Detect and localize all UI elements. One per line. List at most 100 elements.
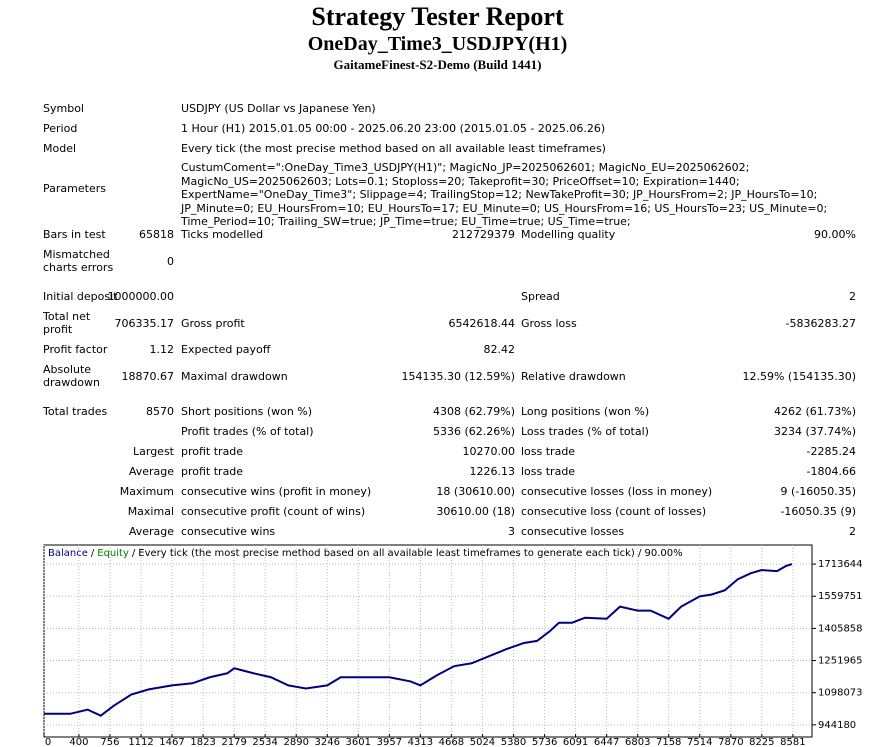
stat-value: 4308 (62.79%): [432, 405, 515, 418]
stat-label: Short positions (won %): [181, 405, 313, 418]
info-label: Symbol: [43, 102, 84, 115]
stat-value: Maximum: [119, 485, 174, 498]
stat-label: Loss trades (% of total): [521, 425, 649, 438]
stat-label: Expected payoff: [181, 343, 271, 356]
stat-label: Long positions (won %): [521, 405, 650, 418]
info-value: USDJPY (US Dollar vs Japanese Yen): [181, 102, 376, 115]
stat-label: consecutive wins (profit in money): [181, 485, 372, 498]
stat-value: 3234 (37.74%): [773, 425, 856, 438]
stat-label: Mismatched charts errors: [43, 248, 114, 274]
x-tick-label: 7870: [718, 737, 743, 747]
info-value: CustumComent=":OneDay_Time3_USDJPY(H1)";…: [181, 161, 828, 228]
stat-value: Average: [128, 465, 174, 478]
report-title: Strategy Tester Report: [311, 2, 564, 31]
stat-label: loss trade: [521, 465, 576, 478]
stat-label: Total trades: [43, 404, 108, 418]
stat-value: 154135.30 (12.59%): [401, 370, 515, 383]
stat-value: 1000000.00: [107, 290, 174, 303]
balance-line: [44, 563, 793, 717]
stat-value: 4262 (61.73%): [773, 405, 856, 418]
stat-label: Bars in test: [43, 227, 106, 241]
server-name: GaitameFinest-S2-Demo (Build 1441): [333, 57, 542, 72]
stat-value: 212729379: [452, 228, 515, 241]
stat-value: Average: [128, 525, 174, 538]
legend-entry: Balance: [48, 548, 88, 559]
stat-label: consecutive wins: [181, 525, 276, 538]
x-tick-label: 4313: [408, 737, 433, 747]
stat-value: -5836283.27: [785, 317, 856, 330]
x-tick-label: 6091: [563, 737, 588, 747]
stat-value: 18 (30610.00): [436, 485, 515, 498]
x-tick-label: 5736: [532, 737, 557, 747]
stat-label: consecutive profit (count of wins): [181, 505, 366, 518]
stat-label: Spread: [521, 290, 560, 303]
stat-value: -2285.24: [806, 445, 856, 458]
x-tick-label: 6447: [594, 737, 619, 747]
stat-value: 18870.67: [121, 370, 175, 383]
stat-value: Largest: [133, 445, 174, 458]
stat-value: 1226.13: [469, 465, 516, 478]
stat-label: Profit trades (% of total): [181, 425, 314, 438]
report-subtitle: OneDay_Time3_USDJPY(H1): [307, 33, 568, 55]
stat-label: loss trade: [521, 445, 576, 458]
x-tick-label: 2534: [252, 737, 277, 747]
stat-label: Gross profit: [181, 317, 245, 330]
stat-label: consecutive losses (loss in money): [521, 485, 713, 498]
stat-value: 1.12: [149, 343, 175, 356]
stat-value: 65818: [139, 228, 174, 241]
stat-value: 2: [849, 525, 856, 538]
stat-value: 90.00%: [814, 228, 856, 241]
x-tick-label: 7158: [656, 737, 681, 747]
x-tick-label: 2179: [221, 737, 246, 747]
stat-value: 12.59% (154135.30): [742, 370, 856, 383]
stat-value: 82.42: [483, 343, 516, 356]
info-label: Period: [43, 122, 78, 135]
x-tick-label: 3246: [315, 737, 340, 747]
x-tick-label: 1112: [128, 737, 153, 747]
stat-label: profit trade: [181, 465, 244, 478]
legend-separator: /: [132, 548, 136, 559]
x-tick-label: 6803: [625, 737, 650, 747]
x-tick-label: 7514: [687, 737, 712, 747]
stat-label: Gross loss: [521, 317, 577, 330]
plot-area: [43, 544, 813, 738]
stat-label: Ticks modelled: [181, 228, 264, 241]
stat-label: Profit factor: [43, 342, 108, 356]
stat-label: Maximal drawdown: [181, 370, 288, 383]
y-tick-label: 1251965: [818, 656, 863, 667]
y-tick-label: 1405858: [818, 623, 863, 634]
stat-value: 30610.00 (18): [436, 505, 515, 518]
stat-value: 3: [508, 525, 515, 538]
legend: Balance / Equity / Every tick (the most prec…: [48, 548, 683, 559]
legend-entry: Equity: [97, 548, 129, 559]
stat-value: 5336 (62.26%): [432, 425, 515, 438]
y-tick-label: 944180: [818, 720, 856, 731]
stat-value: -1804.66: [806, 465, 856, 478]
stat-label: Modelling quality: [521, 228, 616, 241]
x-tick-label: 8581: [780, 737, 805, 747]
stat-value: 8570: [146, 405, 174, 418]
y-tick-label: 1713644: [818, 559, 863, 570]
stat-value: 0: [167, 255, 174, 268]
x-tick-label: 3601: [346, 737, 371, 747]
x-tick-label: 5380: [501, 737, 526, 747]
stat-value: 706335.17: [114, 317, 175, 330]
info-label: Model: [43, 142, 77, 155]
stat-label: consecutive losses: [521, 525, 625, 538]
legend-separator: /: [91, 548, 95, 559]
info-value: 1 Hour (H1) 2015.01.05 00:00 - 2025.06.2…: [181, 122, 606, 135]
x-tick-label: 1823: [190, 737, 215, 747]
stat-label: Initial deposit: [43, 289, 118, 303]
x-tick-label: 0: [45, 737, 51, 747]
x-tick-label: 3957: [377, 737, 402, 747]
x-tick-label: 1467: [159, 737, 184, 747]
stat-label: profit trade: [181, 445, 244, 458]
x-tick-label: 2890: [283, 737, 308, 747]
stat-value: 2: [849, 290, 856, 303]
stat-value: -16050.35 (9): [780, 505, 856, 518]
stat-value: 9 (-16050.35): [780, 485, 856, 498]
stat-value: 10270.00: [462, 445, 516, 458]
x-tick-label: 756: [100, 737, 119, 747]
